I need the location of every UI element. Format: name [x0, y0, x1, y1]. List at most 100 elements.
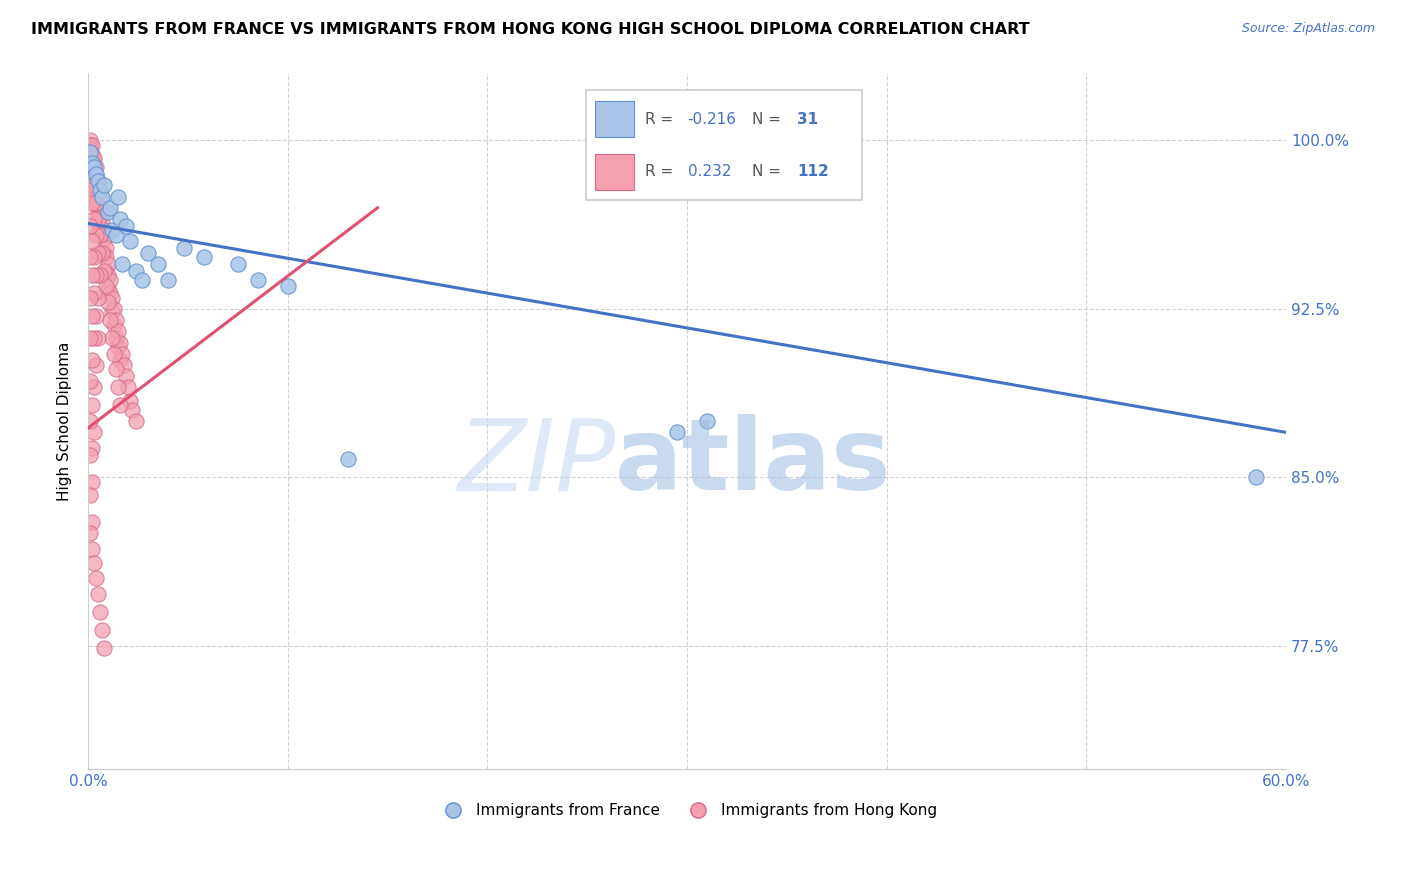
- Point: [98, 313, 121, 327]
- Point: [79, 374, 101, 388]
- Point: [93, 263, 115, 277]
- Point: [83, 380, 105, 394]
- Point: [79, 137, 101, 152]
- Text: R =: R =: [645, 164, 683, 179]
- Point: [83, 178, 105, 193]
- Point: [82, 475, 104, 489]
- Point: [82, 268, 104, 282]
- Point: [97, 257, 120, 271]
- Point: [82, 515, 104, 529]
- Point: [82, 137, 104, 152]
- Point: [87, 183, 110, 197]
- Point: [98, 272, 121, 286]
- Point: [79, 331, 101, 345]
- Point: [87, 211, 110, 226]
- Point: [103, 347, 125, 361]
- Point: [1244, 470, 1267, 484]
- Point: [82, 353, 104, 368]
- Point: [84, 309, 107, 323]
- Point: [79, 219, 101, 233]
- Point: [94, 279, 117, 293]
- Point: [93, 245, 115, 260]
- Point: [111, 347, 134, 361]
- Point: [89, 189, 111, 203]
- Point: [82, 196, 104, 211]
- Point: [107, 324, 129, 338]
- Point: [89, 210, 111, 224]
- Point: [112, 358, 135, 372]
- Point: [89, 223, 111, 237]
- Point: [107, 340, 129, 354]
- Point: [82, 161, 104, 175]
- Point: [97, 282, 120, 296]
- Point: [84, 227, 107, 242]
- Point: [136, 245, 159, 260]
- Point: [93, 232, 115, 246]
- Point: [79, 291, 101, 305]
- Point: [108, 211, 131, 226]
- Point: [94, 241, 117, 255]
- Point: [108, 335, 131, 350]
- Point: [101, 304, 124, 318]
- Point: [89, 183, 111, 197]
- Point: [87, 331, 110, 345]
- Point: [83, 161, 105, 175]
- Point: [91, 227, 114, 242]
- Point: [83, 161, 105, 175]
- Text: N =: N =: [752, 112, 786, 127]
- Point: [89, 268, 111, 282]
- Text: R =: R =: [645, 112, 679, 127]
- Point: [84, 169, 107, 184]
- Point: [115, 219, 138, 233]
- Text: 31: 31: [797, 112, 818, 127]
- FancyBboxPatch shape: [586, 90, 862, 200]
- Point: [82, 542, 104, 557]
- Point: [93, 178, 115, 193]
- Point: [82, 309, 104, 323]
- Point: [79, 526, 101, 541]
- Point: [146, 257, 169, 271]
- Point: [84, 161, 107, 175]
- Point: [98, 286, 121, 301]
- Point: [108, 399, 131, 413]
- Point: [101, 291, 124, 305]
- Legend: Immigrants from France, Immigrants from Hong Kong: Immigrants from France, Immigrants from …: [432, 797, 943, 824]
- Point: [83, 425, 105, 440]
- Point: [91, 205, 114, 219]
- Point: [91, 245, 114, 260]
- Point: [125, 414, 148, 428]
- Point: [84, 196, 107, 211]
- Point: [97, 205, 120, 219]
- Point: [120, 235, 142, 249]
- Point: [111, 257, 134, 271]
- Point: [79, 156, 101, 170]
- Bar: [595, 102, 634, 137]
- Point: [83, 169, 105, 184]
- Point: [82, 441, 104, 455]
- Text: N =: N =: [752, 164, 786, 179]
- Point: [91, 214, 114, 228]
- Point: [666, 425, 689, 440]
- Point: [193, 250, 215, 264]
- Point: [84, 167, 107, 181]
- Point: [131, 272, 153, 286]
- Point: [82, 169, 104, 184]
- Point: [105, 227, 128, 242]
- Point: [82, 399, 104, 413]
- Point: [79, 183, 101, 197]
- Point: [125, 263, 148, 277]
- Point: [79, 146, 101, 161]
- Point: [79, 133, 101, 147]
- Point: [97, 268, 120, 282]
- Point: [83, 331, 105, 345]
- Text: 0.232: 0.232: [688, 164, 731, 179]
- Point: [79, 250, 101, 264]
- Point: [83, 152, 105, 166]
- Point: [83, 286, 105, 301]
- Point: [173, 241, 195, 255]
- Point: [87, 205, 110, 219]
- Point: [87, 192, 110, 206]
- Point: [82, 167, 104, 181]
- Y-axis label: High School Diploma: High School Diploma: [58, 342, 72, 500]
- Point: [226, 257, 249, 271]
